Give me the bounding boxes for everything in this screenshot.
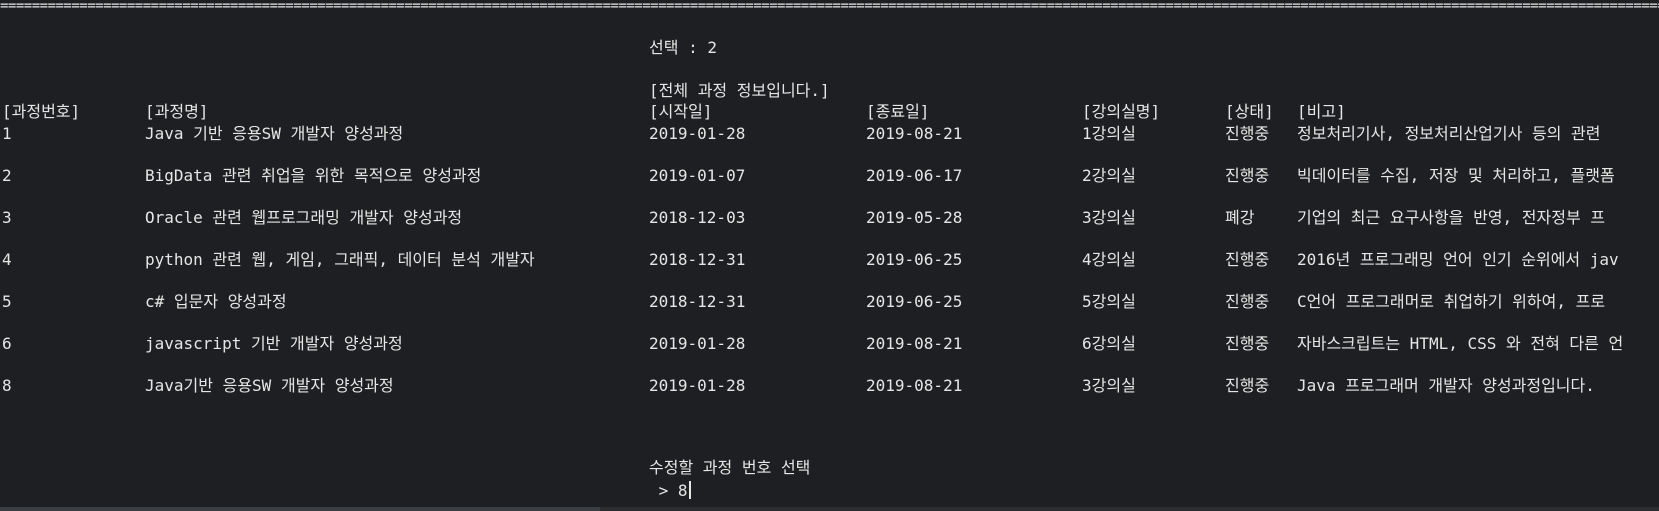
cell-start-date: 2018-12-03 bbox=[649, 208, 746, 227]
cell-end-date: 2019-05-28 bbox=[866, 208, 963, 227]
cell-note: 2016년 프로그래밍 언어 인기 순위에서 jav bbox=[1297, 250, 1619, 269]
cell-course-name: Java 기반 응용SW 개발자 양성과정 bbox=[145, 124, 404, 143]
cell-course-number: 2 bbox=[2, 166, 12, 185]
table-row: 1 Java 기반 응용SW 개발자 양성과정 2019-01-28 2019-… bbox=[0, 124, 1659, 144]
table-header-row: [과정번호] [과정명] [시작일] [종료일] [강의실명] [상태] [비고… bbox=[0, 102, 1659, 122]
cell-start-date: 2018-12-31 bbox=[649, 250, 746, 269]
cell-end-date: 2019-08-21 bbox=[866, 124, 963, 143]
cell-status: 진행중 bbox=[1225, 292, 1270, 311]
separator-line: ========================================… bbox=[0, 0, 1659, 14]
table-row: 6 javascript 기반 개발자 양성과정 2019-01-28 2019… bbox=[0, 334, 1659, 354]
header-course-number: [과정번호] bbox=[2, 102, 81, 121]
table-row: 8 Java기반 응용SW 개발자 양성과정 2019-01-28 2019-0… bbox=[0, 376, 1659, 396]
cell-end-date: 2019-06-25 bbox=[866, 250, 963, 269]
table-row: 5 c# 입문자 양성과정 2018-12-31 2019-06-25 5강의실… bbox=[0, 292, 1659, 312]
cell-status: 진행중 bbox=[1225, 250, 1270, 269]
cell-course-number: 3 bbox=[2, 208, 12, 227]
cell-course-name: python 관련 웹, 게임, 그래픽, 데이터 분석 개발자 bbox=[145, 250, 535, 269]
cell-start-date: 2019-01-28 bbox=[649, 334, 746, 353]
cell-course-number: 8 bbox=[2, 376, 12, 395]
cell-classroom: 6강의실 bbox=[1082, 334, 1136, 353]
table-row: 2 BigData 관련 취업을 위한 목적으로 양성과정 2019-01-07… bbox=[0, 166, 1659, 186]
cell-start-date: 2019-01-28 bbox=[649, 124, 746, 143]
header-status: [상태] bbox=[1225, 102, 1274, 121]
command-input-value[interactable]: 8 bbox=[677, 481, 688, 500]
cell-status: 폐강 bbox=[1225, 208, 1255, 227]
command-input-line[interactable]: > 8 bbox=[649, 481, 691, 501]
cell-start-date: 2019-01-07 bbox=[649, 166, 746, 185]
header-classroom: [강의실명] bbox=[1082, 102, 1161, 121]
cell-classroom: 4강의실 bbox=[1082, 250, 1136, 269]
cell-end-date: 2019-06-17 bbox=[866, 166, 963, 185]
cell-classroom: 5강의실 bbox=[1082, 292, 1136, 311]
cell-note: 기업의 최근 요구사항을 반영, 전자정부 프 bbox=[1297, 208, 1606, 227]
header-start-date: [시작일] bbox=[649, 102, 713, 121]
cell-note: C언어 프로그래머로 취업하기 위하여, 프로 bbox=[1297, 292, 1606, 311]
section-title: [전체 과정 정보입니다.] bbox=[649, 81, 830, 100]
horizontal-scrollbar[interactable] bbox=[0, 507, 1659, 511]
header-note: [비고] bbox=[1297, 102, 1346, 121]
cell-course-name: Java기반 응용SW 개발자 양성과정 bbox=[145, 376, 394, 395]
cell-course-number: 6 bbox=[2, 334, 12, 353]
cell-classroom: 1강의실 bbox=[1082, 124, 1136, 143]
cell-course-name: c# 입문자 양성과정 bbox=[145, 292, 287, 311]
header-course-name: [과정명] bbox=[145, 102, 209, 121]
cell-course-name: javascript 기반 개발자 양성과정 bbox=[145, 334, 403, 353]
cell-course-name: Oracle 관련 웹프로그래밍 개발자 양성과정 bbox=[145, 208, 463, 227]
cell-classroom: 3강의실 bbox=[1082, 208, 1136, 227]
scrollbar-thumb[interactable] bbox=[0, 507, 600, 511]
prompt-symbol: > bbox=[649, 481, 678, 500]
edit-prompt-label: 수정할 과정 번호 선택 bbox=[649, 458, 811, 477]
cell-start-date: 2018-12-31 bbox=[649, 292, 746, 311]
cell-classroom: 2강의실 bbox=[1082, 166, 1136, 185]
header-end-date: [종료일] bbox=[866, 102, 930, 121]
cell-end-date: 2019-06-25 bbox=[866, 292, 963, 311]
select-echo: 선택 : 2 bbox=[649, 38, 717, 57]
table-row: 3 Oracle 관련 웹프로그래밍 개발자 양성과정 2018-12-03 2… bbox=[0, 208, 1659, 228]
cell-start-date: 2019-01-28 bbox=[649, 376, 746, 395]
cell-note: Java 프로그래머 개발자 양성과정입니다. bbox=[1297, 376, 1595, 395]
cell-status: 진행중 bbox=[1225, 334, 1270, 353]
cell-course-number: 1 bbox=[2, 124, 12, 143]
text-cursor bbox=[688, 481, 691, 499]
cell-note: 자바스크립트는 HTML, CSS 와 전혀 다른 언 bbox=[1297, 334, 1624, 353]
cell-note: 정보처리기사, 정보처리산업기사 등의 관련 bbox=[1297, 124, 1601, 143]
cell-course-number: 4 bbox=[2, 250, 12, 269]
table-row: 4 python 관련 웹, 게임, 그래픽, 데이터 분석 개발자 2018-… bbox=[0, 250, 1659, 270]
cell-status: 진행중 bbox=[1225, 376, 1270, 395]
cell-status: 진행중 bbox=[1225, 166, 1270, 185]
cell-classroom: 3강의실 bbox=[1082, 376, 1136, 395]
cell-course-name: BigData 관련 취업을 위한 목적으로 양성과정 bbox=[145, 166, 482, 185]
cell-note: 빅데이터를 수집, 저장 및 처리하고, 플랫폼 bbox=[1297, 166, 1615, 185]
cell-end-date: 2019-08-21 bbox=[866, 376, 963, 395]
cell-end-date: 2019-08-21 bbox=[866, 334, 963, 353]
cell-status: 진행중 bbox=[1225, 124, 1270, 143]
cell-course-number: 5 bbox=[2, 292, 12, 311]
